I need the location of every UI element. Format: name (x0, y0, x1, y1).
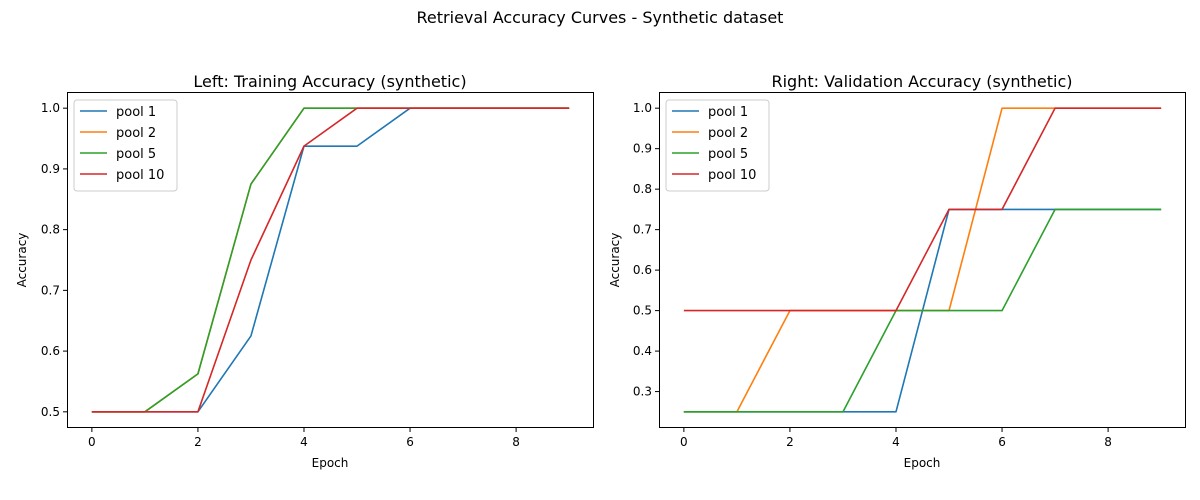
y-tick-label: 1.0 (41, 101, 60, 115)
x-tick-label: 0 (680, 435, 688, 449)
y-tick-label: 0.5 (633, 304, 652, 318)
legend-label: pool 1 (116, 105, 156, 120)
legend-label: pool 5 (116, 147, 156, 162)
x-tick-label: 8 (1104, 435, 1112, 449)
y-tick-label: 1.0 (633, 101, 652, 115)
x-tick-label: 2 (786, 435, 794, 449)
x-axis-label: Epoch (312, 456, 349, 470)
y-tick-label: 0.4 (633, 344, 652, 358)
x-tick-label: 2 (194, 435, 202, 449)
x-tick-label: 4 (892, 435, 900, 449)
legend-box (665, 99, 770, 192)
legend-label: pool 10 (708, 168, 756, 183)
legend: pool 1 pool 2 pool 5 pool 10 (665, 99, 770, 192)
chart-title: Left: Training Accuracy (synthetic) (193, 72, 466, 91)
series-line-pool-10 (683, 107, 1162, 312)
chart-title: Right: Validation Accuracy (synthetic) (771, 72, 1072, 91)
y-tick-label: 0.8 (633, 182, 652, 196)
left-training-chart: Left: Training Accuracy (synthetic) 0 2 4 6… (15, 72, 594, 470)
y-tick-label: 0.5 (41, 405, 60, 419)
x-tick-label: 4 (300, 435, 308, 449)
x-axis-label: Epoch (904, 456, 941, 470)
axes-frame (67, 92, 594, 428)
y-tick-label: 0.7 (633, 223, 652, 237)
x-tick-label: 6 (406, 435, 414, 449)
x-tick-label: 6 (998, 435, 1006, 449)
legend-label: pool 2 (116, 126, 156, 141)
y-tick-label: 0.6 (41, 344, 60, 358)
legend-label: pool 5 (708, 147, 748, 162)
y-tick-label: 0.9 (41, 162, 60, 176)
y-axis-label: Accuracy (608, 233, 622, 288)
y-tick-label: 0.6 (633, 263, 652, 277)
legend-label: pool 1 (708, 105, 748, 120)
x-tick-label: 0 (88, 435, 96, 449)
right-validation-chart: Right: Validation Accuracy (synthetic) 0… (608, 72, 1186, 470)
y-axis-label: Accuracy (15, 233, 29, 288)
y-tick-label: 0.3 (633, 385, 652, 399)
figure-suptitle: Retrieval Accuracy Curves - Synthetic da… (417, 8, 784, 27)
y-tick-label: 0.7 (41, 283, 60, 297)
y-tick-label: 0.9 (633, 142, 652, 156)
series-line-pool-5 (683, 208, 1162, 413)
legend-label: pool 2 (708, 126, 748, 141)
series-line-pool-10 (91, 107, 570, 413)
legend-label: pool 10 (116, 168, 164, 183)
legend-box (73, 99, 178, 192)
y-tick-label: 0.8 (41, 223, 60, 237)
axes-frame (659, 92, 1186, 428)
legend: pool 1 pool 2 pool 5 pool 10 (73, 99, 178, 192)
x-tick-label: 8 (512, 435, 520, 449)
